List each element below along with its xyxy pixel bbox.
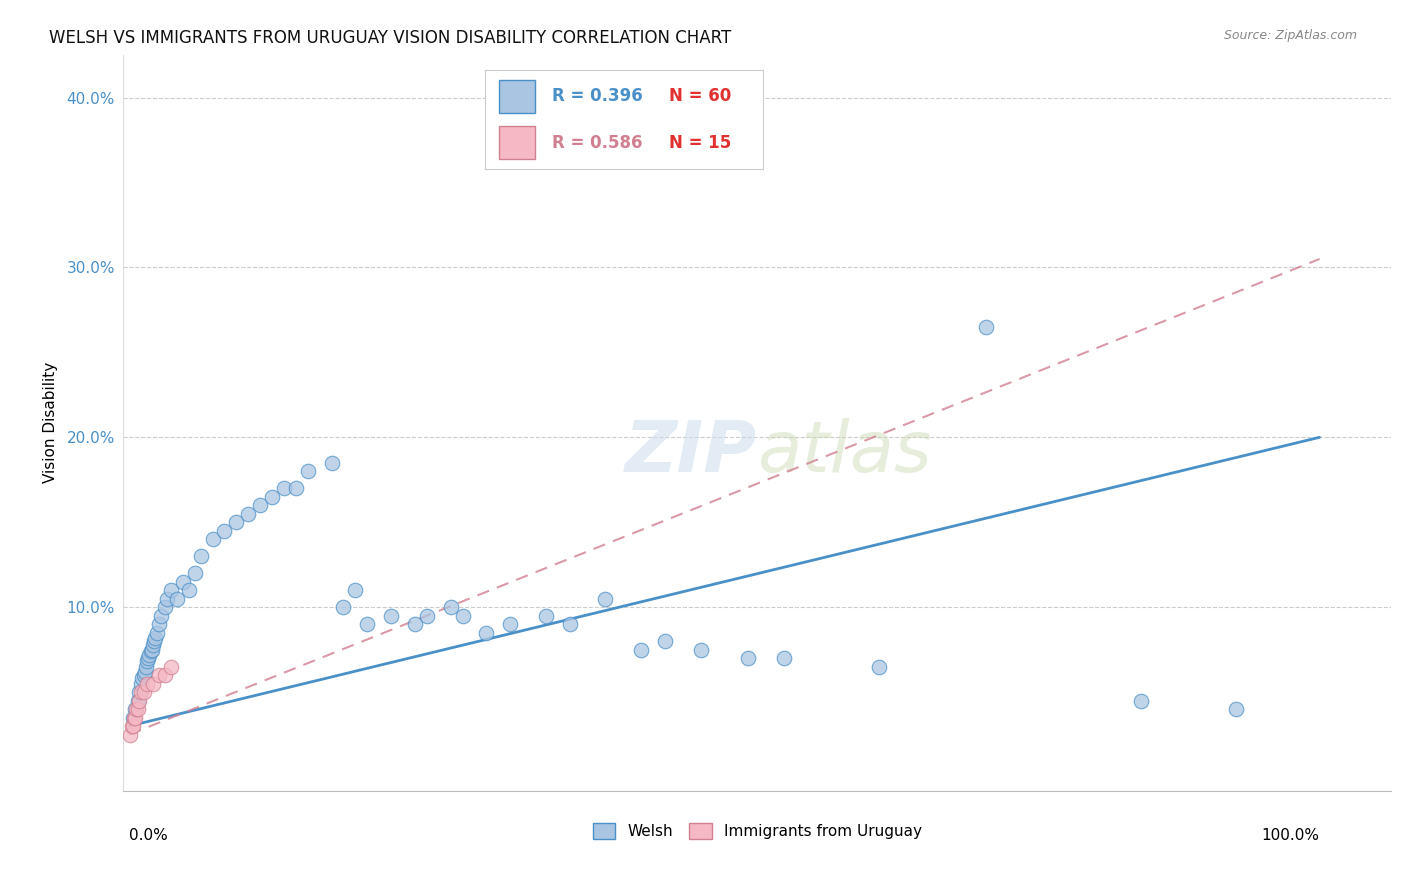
- Legend: Welsh, Immigrants from Uruguay: Welsh, Immigrants from Uruguay: [586, 817, 928, 846]
- Point: [262, 490, 284, 504]
- Point: [475, 625, 498, 640]
- Point: [136, 655, 159, 669]
- Point: [142, 638, 165, 652]
- Point: [273, 481, 295, 495]
- Point: [868, 659, 890, 673]
- Point: [380, 608, 402, 623]
- Point: [153, 600, 176, 615]
- Point: [558, 617, 581, 632]
- Point: [148, 617, 170, 632]
- Point: [416, 608, 439, 623]
- Point: [321, 456, 343, 470]
- Point: [974, 319, 997, 334]
- Point: [440, 600, 463, 615]
- Point: [127, 693, 149, 707]
- Point: [297, 464, 319, 478]
- Point: [135, 659, 157, 673]
- Point: [148, 668, 170, 682]
- Point: [1225, 702, 1247, 716]
- Point: [284, 481, 307, 495]
- Point: [141, 642, 163, 657]
- Point: [131, 672, 153, 686]
- Point: [138, 648, 160, 662]
- Point: [160, 659, 183, 673]
- Point: [143, 634, 166, 648]
- Point: [160, 583, 183, 598]
- Point: [124, 710, 146, 724]
- Text: WELSH VS IMMIGRANTS FROM URUGUAY VISION DISABILITY CORRELATION CHART: WELSH VS IMMIGRANTS FROM URUGUAY VISION …: [49, 29, 731, 46]
- Point: [451, 608, 474, 623]
- Point: [121, 719, 143, 733]
- Point: [139, 644, 162, 658]
- Point: [190, 549, 212, 564]
- Point: [121, 710, 143, 724]
- Point: [499, 617, 522, 632]
- Y-axis label: Vision Disability: Vision Disability: [44, 362, 58, 483]
- Point: [129, 676, 152, 690]
- Point: [249, 498, 271, 512]
- Point: [225, 515, 247, 529]
- Point: [356, 617, 378, 632]
- Point: [183, 566, 205, 581]
- Point: [201, 532, 224, 546]
- Point: [124, 702, 146, 716]
- Point: [737, 651, 759, 665]
- Text: 100.0%: 100.0%: [1261, 828, 1320, 843]
- Point: [128, 693, 150, 707]
- Text: atlas: atlas: [758, 417, 932, 487]
- Text: 0.0%: 0.0%: [129, 828, 167, 843]
- Point: [136, 651, 159, 665]
- Point: [344, 583, 367, 598]
- Point: [127, 702, 149, 716]
- Point: [332, 600, 354, 615]
- Point: [404, 617, 426, 632]
- Point: [172, 574, 194, 589]
- Point: [595, 591, 617, 606]
- Point: [166, 591, 188, 606]
- Point: [153, 668, 176, 682]
- Point: [122, 710, 145, 724]
- Text: ZIP: ZIP: [624, 417, 758, 487]
- Point: [145, 631, 167, 645]
- Point: [534, 608, 557, 623]
- Point: [128, 685, 150, 699]
- Point: [142, 676, 165, 690]
- Point: [773, 651, 796, 665]
- Point: [1130, 693, 1153, 707]
- Point: [630, 642, 652, 657]
- Point: [177, 583, 200, 598]
- Point: [145, 625, 167, 640]
- Point: [132, 668, 155, 682]
- Point: [134, 665, 156, 679]
- Point: [125, 702, 148, 716]
- Point: [689, 642, 711, 657]
- Point: [156, 591, 179, 606]
- Point: [150, 608, 173, 623]
- Point: [654, 634, 676, 648]
- Point: [120, 727, 142, 741]
- Point: [214, 524, 236, 538]
- Point: [238, 507, 260, 521]
- Point: [132, 685, 155, 699]
- Point: [121, 719, 143, 733]
- Point: [129, 685, 152, 699]
- Point: [136, 676, 159, 690]
- Text: Source: ZipAtlas.com: Source: ZipAtlas.com: [1223, 29, 1357, 42]
